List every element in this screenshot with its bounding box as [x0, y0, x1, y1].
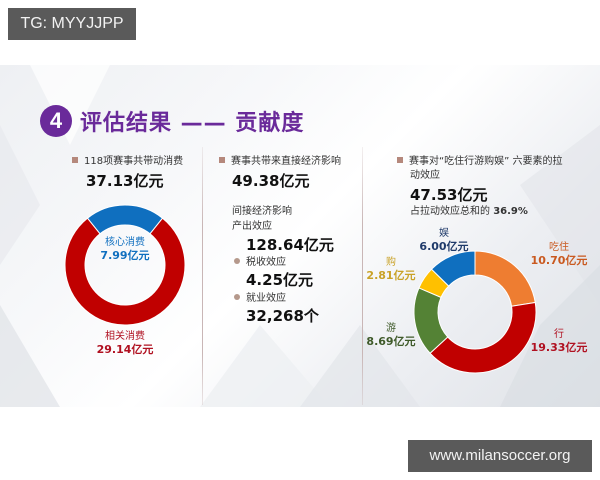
jobs-effect-label: 就业效应 [234, 292, 286, 306]
segment-name: 娱 [439, 228, 449, 239]
six-elements-donut-segment-5 [430, 250, 476, 287]
segment-label-yu: 娱 6.00亿元 [414, 227, 474, 253]
bullet-square-icon [72, 157, 78, 163]
consumption-donut-segment-2 [64, 217, 186, 326]
share-prefix: 占拉动效应总和的 [410, 206, 494, 217]
column-divider-2 [362, 147, 363, 405]
bullet-dot-icon [234, 294, 240, 300]
col2-label: 赛事共带来直接经济影响 [219, 155, 341, 169]
segment-name: 行 [554, 329, 564, 340]
col1-label-text: 118项赛事共带动消费 [84, 156, 184, 167]
segment-value: 6.00亿元 [419, 240, 469, 253]
section-number-badge: 4 [40, 105, 72, 137]
segment-value: 2.81亿元 [366, 269, 416, 282]
segment-name: 购 [386, 257, 396, 268]
segment-label-you: 游 8.69亿元 [363, 322, 419, 348]
watermark-bottom: www.milansoccer.org [408, 440, 592, 472]
tax-effect-value: 4.25亿元 [246, 271, 314, 289]
consumption-donut-segment-1 [86, 204, 164, 235]
bullet-dot-icon [234, 258, 240, 264]
col3-label-line1: 赛事对“吃住行游购娱” 六要素的拉 [409, 156, 563, 167]
direct-impact-value: 49.38亿元 [232, 172, 310, 190]
core-value: 7.99亿元 [100, 249, 150, 262]
page-title: 评估结果 —— 贡献度 [80, 111, 305, 136]
donut-charts [64, 204, 537, 374]
six-elements-donut-segment-2 [429, 301, 537, 374]
segment-value: 8.69亿元 [366, 335, 416, 348]
col3-share: 占拉动效应总和的 36.9% [410, 205, 528, 219]
bullet-square-icon [397, 157, 403, 163]
core-name: 核心消费 [105, 237, 145, 248]
segment-value: 19.33亿元 [530, 341, 588, 354]
related-value: 29.14亿元 [96, 343, 154, 356]
col3-label-line2: 动效应 [410, 170, 440, 181]
segment-label-gou: 购 2.81亿元 [363, 256, 419, 282]
indirect-impact-title: 间接经济影响 [232, 206, 292, 217]
col1-label: 118项赛事共带动消费 [72, 155, 183, 169]
col2-label-text: 赛事共带来直接经济影响 [231, 156, 341, 167]
output-effect-label: 产出效应 [232, 221, 272, 232]
tax-effect-label: 税收效应 [234, 256, 286, 270]
share-value: 36.9% [493, 206, 528, 217]
segment-label-chizhu: 吃住 10.70亿元 [526, 241, 592, 267]
segment-name: 游 [386, 323, 396, 334]
col1-total: 37.13亿元 [86, 172, 164, 190]
slide-title: 4 评估结果 —— 贡献度 [40, 105, 305, 137]
core-consumption-label: 核心消费 7.99亿元 [85, 236, 165, 262]
jobs-effect-label-text: 就业效应 [246, 293, 286, 304]
segment-label-xing: 行 19.33亿元 [526, 328, 592, 354]
slide: 4 评估结果 —— 贡献度 118项赛事共带动消费 37.13亿元 核心消费 7… [0, 65, 600, 407]
segment-value: 10.70亿元 [530, 254, 588, 267]
related-name: 相关消费 [105, 331, 145, 342]
tax-effect-label-text: 税收效应 [246, 257, 286, 268]
watermark-top: TG: MYYJJPP [8, 8, 136, 40]
segment-name: 吃住 [549, 242, 569, 253]
jobs-effect-value: 32,268个 [246, 307, 319, 325]
col3-label: 赛事对“吃住行游购娱” 六要素的拉 [397, 155, 597, 169]
output-effect-value: 128.64亿元 [246, 236, 334, 254]
col3-total: 47.53亿元 [410, 186, 488, 204]
bullet-square-icon [219, 157, 225, 163]
related-consumption-label: 相关消费 29.14亿元 [80, 330, 170, 356]
column-divider-1 [202, 147, 203, 405]
